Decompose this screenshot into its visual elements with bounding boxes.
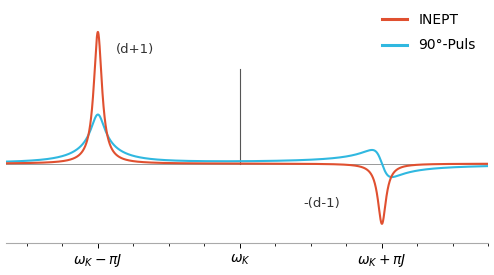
- Text: -(d-1): -(d-1): [304, 197, 340, 210]
- Text: (d+1): (d+1): [116, 43, 155, 56]
- Legend: INEPT, 90°-Puls: INEPT, 90°-Puls: [377, 8, 482, 58]
